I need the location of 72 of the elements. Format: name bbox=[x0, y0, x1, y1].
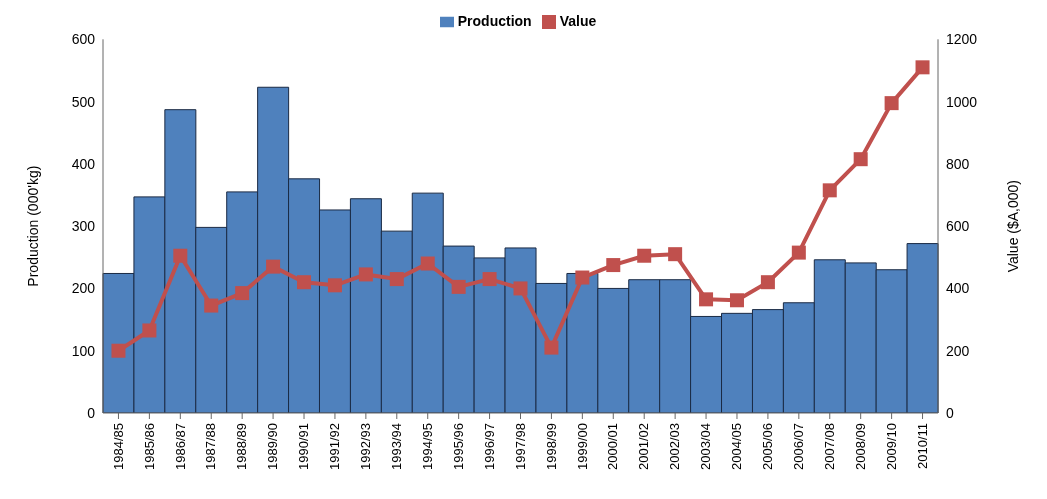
legend-label: Value bbox=[559, 13, 597, 29]
point bbox=[606, 258, 621, 273]
point bbox=[327, 278, 342, 293]
y-tick-label: 200 bbox=[71, 280, 96, 297]
y2-tick-label: 1000 bbox=[946, 93, 978, 110]
y2-axis-title: Value ($A,000) bbox=[1004, 179, 1021, 273]
y-tick-label: 600 bbox=[71, 31, 96, 48]
point bbox=[637, 248, 652, 263]
point bbox=[760, 275, 775, 290]
point bbox=[853, 152, 868, 167]
x-tick-label: 1998/99 bbox=[543, 423, 559, 470]
x-tick-label: 2004/05 bbox=[729, 423, 745, 470]
point bbox=[791, 245, 806, 260]
x-tick-label: 2000/01 bbox=[605, 423, 621, 470]
y-tick-label: 0 bbox=[87, 404, 96, 421]
x-tick-label: 2003/04 bbox=[698, 423, 714, 470]
y2-tick-label: 400 bbox=[946, 280, 970, 297]
x-tick-label: 1990/91 bbox=[296, 423, 312, 470]
x-tick-label: 1985/86 bbox=[141, 423, 157, 470]
y-tick-label: 400 bbox=[71, 155, 96, 172]
x-tick-label: 2008/09 bbox=[852, 423, 868, 470]
y2-tick-label: 1200 bbox=[946, 31, 978, 48]
x-tick-label: 2006/07 bbox=[791, 423, 807, 470]
y-tick-label: 300 bbox=[71, 218, 96, 235]
x-tick-label: 1987/88 bbox=[203, 423, 219, 470]
x-tick-label: 1996/97 bbox=[481, 423, 497, 470]
y2-tick-label: 600 bbox=[946, 218, 970, 235]
point bbox=[513, 281, 528, 296]
y2-tick-label: 0 bbox=[946, 404, 954, 421]
point bbox=[142, 323, 157, 338]
point bbox=[420, 256, 435, 271]
x-tick-label: 2002/03 bbox=[667, 423, 683, 470]
x-tick-label: 2001/02 bbox=[636, 423, 652, 470]
point bbox=[451, 279, 466, 294]
point bbox=[297, 275, 312, 290]
point bbox=[699, 292, 714, 307]
point bbox=[822, 183, 837, 198]
x-tick-label: 1997/98 bbox=[512, 423, 528, 470]
x-tick-label: 1986/87 bbox=[172, 423, 188, 470]
point bbox=[266, 259, 281, 274]
x-tick-label: 2005/06 bbox=[760, 423, 776, 470]
x-tick-label: 1994/95 bbox=[419, 423, 435, 470]
point bbox=[668, 247, 683, 262]
x-tick-label: 1993/94 bbox=[389, 423, 405, 470]
y2-tick-label: 800 bbox=[946, 155, 970, 172]
point bbox=[235, 286, 250, 301]
y-tick-label: 500 bbox=[71, 93, 96, 110]
point bbox=[204, 298, 219, 313]
y-tick-label: 100 bbox=[71, 342, 96, 359]
point bbox=[575, 270, 590, 285]
point bbox=[173, 248, 188, 263]
y2-tick-label: 200 bbox=[946, 342, 970, 359]
x-tick-label: 1991/92 bbox=[327, 423, 343, 470]
point bbox=[884, 96, 899, 111]
x-tick-label: 1992/93 bbox=[358, 423, 374, 470]
point bbox=[111, 343, 126, 358]
x-tick-label: 2007/08 bbox=[821, 423, 837, 470]
point bbox=[358, 267, 373, 282]
point bbox=[482, 272, 497, 287]
x-tick-label: 2009/10 bbox=[883, 423, 899, 470]
y-axis-title: Production (000'kg) bbox=[24, 165, 41, 287]
x-tick-label: 1995/96 bbox=[450, 423, 466, 470]
legend-label: Production bbox=[457, 13, 532, 29]
point bbox=[915, 60, 930, 75]
x-tick-label: 2010/11 bbox=[914, 423, 930, 470]
point bbox=[544, 340, 559, 355]
x-tick-label: 1984/85 bbox=[110, 423, 126, 470]
point bbox=[729, 293, 744, 308]
x-tick-label: 1989/90 bbox=[265, 423, 281, 470]
x-tick-label: 1999/00 bbox=[574, 423, 590, 470]
point bbox=[389, 272, 404, 287]
x-tick-label: 1988/89 bbox=[234, 423, 250, 470]
